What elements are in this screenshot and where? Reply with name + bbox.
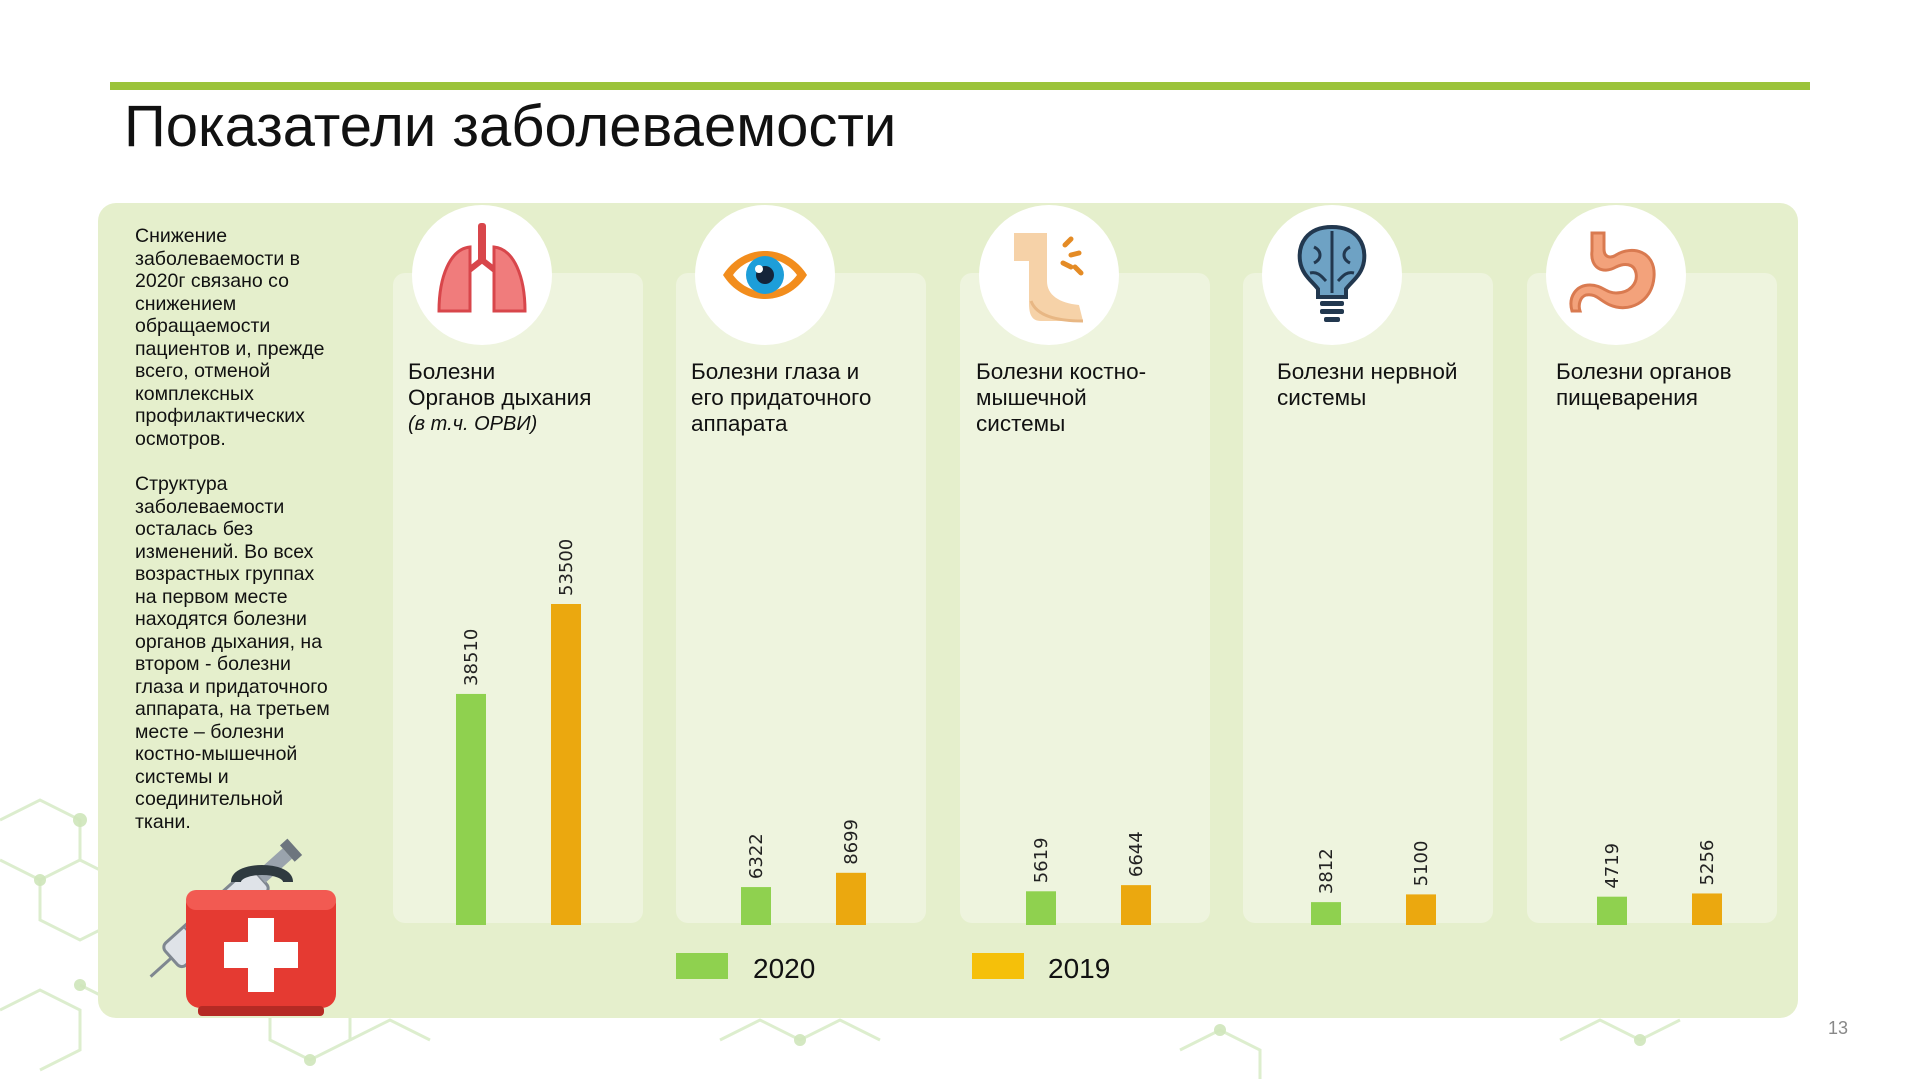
note-text-structure: Структура заболеваемости осталась без из… xyxy=(135,473,330,833)
lungs-icon xyxy=(412,205,552,345)
page-number: 13 xyxy=(1828,1018,1849,1038)
eye-icon xyxy=(695,205,835,345)
note-text-decline: Снижение заболеваемости в 2020г связано … xyxy=(135,225,325,450)
slide-title: Показатели заболеваемости xyxy=(124,94,897,159)
category-title-text: Болезни Органов дыхания xyxy=(408,359,592,410)
brain-bulb-icon xyxy=(1262,205,1402,345)
stomach-icon xyxy=(1546,205,1686,345)
category-title-nervous: Болезни нервной системы xyxy=(1277,359,1458,410)
category-title-digestive: Болезни органов пищеварения xyxy=(1556,359,1732,410)
content-panel xyxy=(98,203,1798,1018)
category-column-respiratory xyxy=(393,273,643,923)
leg-joint-icon xyxy=(979,205,1119,345)
title-accent-line xyxy=(110,82,1810,90)
category-title-respiratory: Болезни Органов дыхания (в т.ч. ОРВИ) xyxy=(408,359,653,437)
category-subtitle: (в т.ч. ОРВИ) xyxy=(408,413,538,435)
category-column-nervous xyxy=(1243,273,1493,923)
legend-label-2020: 2020 xyxy=(753,953,816,984)
category-column-eye xyxy=(676,273,926,923)
category-column-musculoskeletal xyxy=(960,273,1210,923)
legend-label-2019: 2019 xyxy=(1048,953,1111,984)
first-aid-kit-syringe-icon xyxy=(149,838,336,1016)
category-title-eye: Болезни глаза и его придаточного аппарат… xyxy=(691,359,872,436)
category-title-musculoskeletal: Болезни костно- мышечной системы xyxy=(976,359,1147,436)
legend-swatch-2020 xyxy=(676,953,728,979)
category-column-digestive xyxy=(1527,273,1777,923)
legend-swatch-2019 xyxy=(972,953,1024,979)
